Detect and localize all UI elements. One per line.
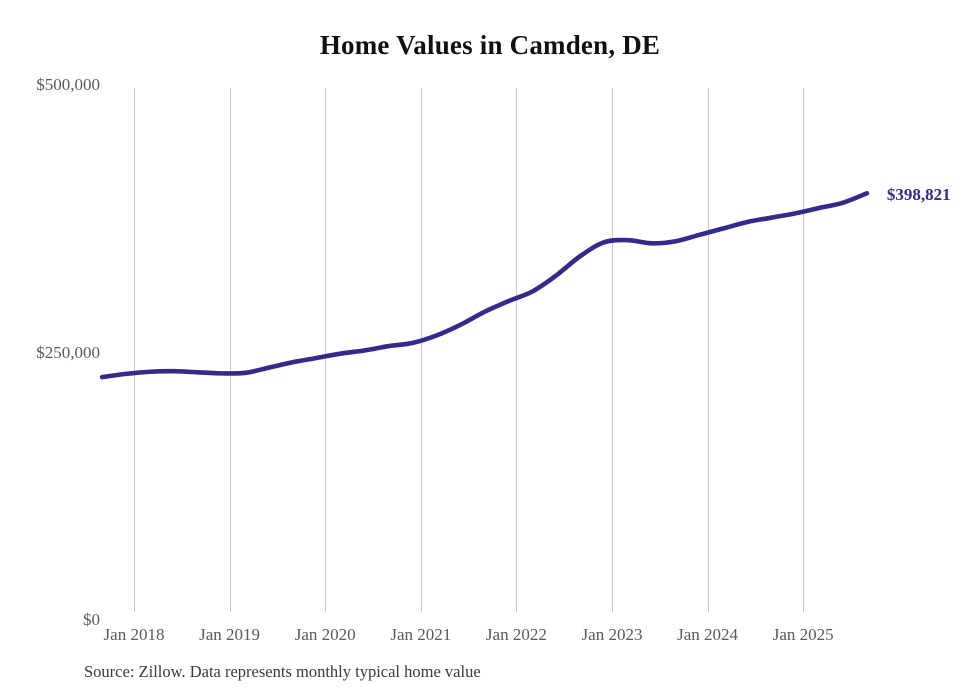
series-lines: [99, 190, 870, 380]
x-tick-label-0: Jan 2018: [103, 625, 165, 644]
x-tick-label-3: Jan 2021: [390, 625, 452, 644]
x-tick-label-7: Jan 2025: [772, 625, 834, 644]
end-value-label: $398,821: [886, 185, 951, 205]
chart-title: Home Values in Camden, DE: [319, 30, 661, 60]
y-tick-label-1: $250,000: [36, 342, 100, 362]
x-tick-label-6: Jan 2024: [677, 625, 739, 644]
y-tick-label-2: $500,000: [36, 75, 100, 94]
x-tick-label-1: Jan 2019: [199, 625, 261, 644]
series-line-0: [99, 190, 870, 380]
gridlines: [134, 88, 804, 612]
x-tick-label-4: Jan 2022: [485, 625, 547, 644]
x-tick-label-2: Jan 2020: [294, 625, 356, 644]
x-tick-label-5: Jan 2023: [581, 625, 643, 644]
y-tick-label-0: $0: [83, 610, 100, 629]
chart-footnote: Source: Zillow. Data represents monthly …: [84, 662, 481, 681]
